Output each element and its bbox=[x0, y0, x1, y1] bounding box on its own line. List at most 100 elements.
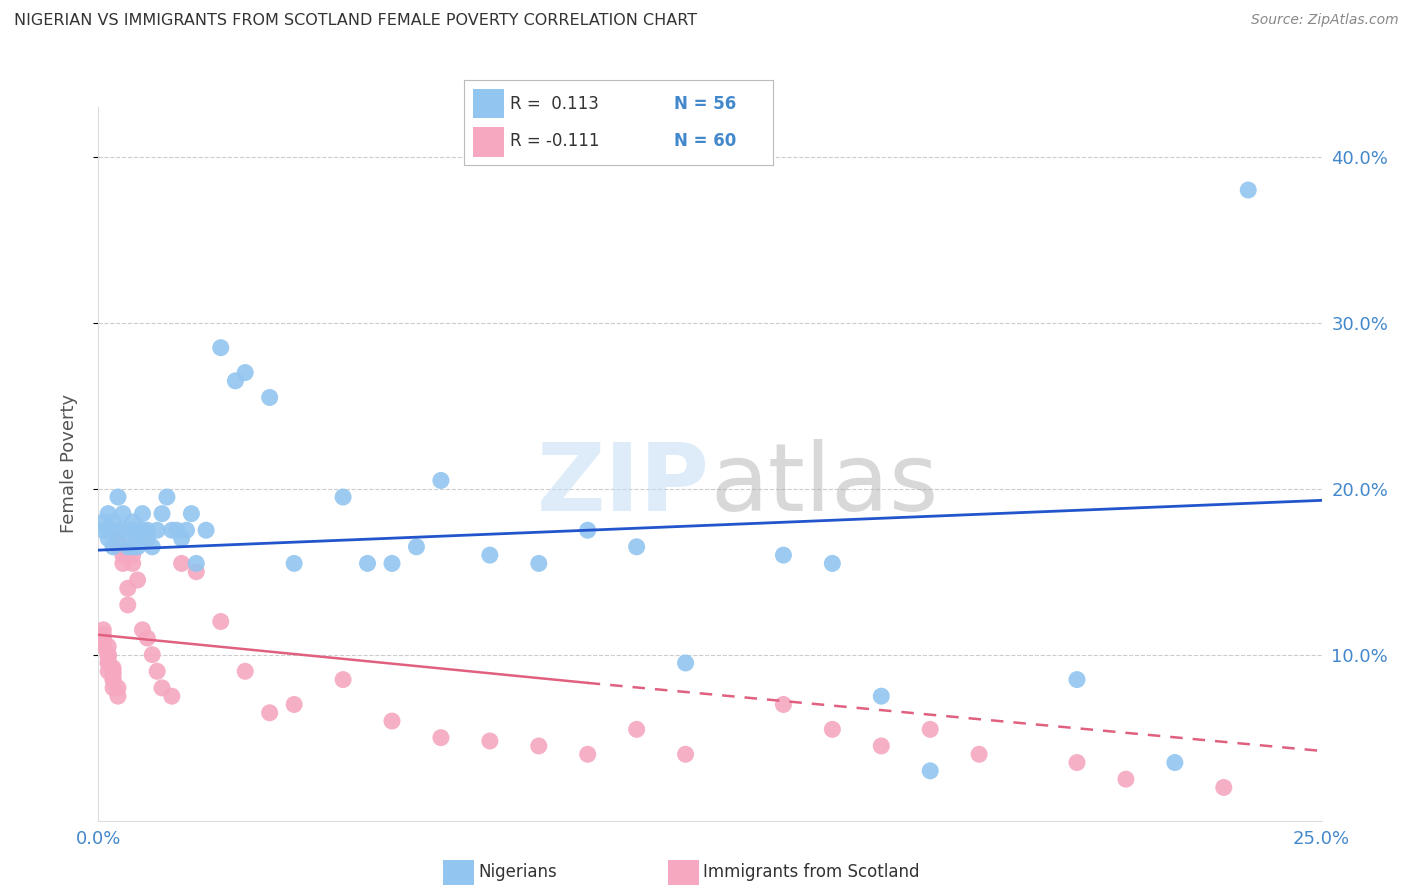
Point bbox=[97, 656, 120, 670]
Point bbox=[332, 673, 354, 687]
Point bbox=[405, 540, 427, 554]
Point bbox=[136, 631, 159, 645]
Point bbox=[97, 648, 120, 662]
Point bbox=[920, 764, 942, 778]
Point bbox=[150, 507, 173, 521]
Point bbox=[97, 507, 120, 521]
Point bbox=[101, 673, 124, 687]
Point bbox=[283, 557, 305, 571]
Point bbox=[146, 523, 169, 537]
Bar bbox=[474, 127, 505, 157]
Point bbox=[121, 515, 143, 529]
Point bbox=[156, 490, 179, 504]
Point bbox=[233, 366, 256, 380]
Point bbox=[381, 557, 404, 571]
Point bbox=[332, 490, 354, 504]
Point bbox=[91, 515, 114, 529]
Point bbox=[101, 661, 124, 675]
Point bbox=[117, 598, 139, 612]
Point bbox=[1237, 183, 1260, 197]
Point bbox=[97, 532, 120, 546]
Point bbox=[101, 540, 124, 554]
Point bbox=[91, 623, 114, 637]
Point bbox=[131, 507, 153, 521]
Point bbox=[283, 698, 305, 712]
Point bbox=[1164, 756, 1187, 770]
Point bbox=[101, 523, 124, 537]
Point bbox=[870, 739, 893, 753]
Point bbox=[675, 747, 697, 762]
Point bbox=[259, 706, 281, 720]
Point bbox=[117, 540, 139, 554]
Point bbox=[91, 631, 114, 645]
Point bbox=[121, 523, 143, 537]
Point bbox=[527, 557, 550, 571]
Point bbox=[209, 341, 232, 355]
Point bbox=[772, 698, 794, 712]
Point bbox=[195, 523, 218, 537]
Y-axis label: Female Poverty: Female Poverty bbox=[59, 394, 77, 533]
Point bbox=[1066, 673, 1088, 687]
Point bbox=[121, 540, 143, 554]
Text: ZIP: ZIP bbox=[537, 439, 710, 532]
Point bbox=[91, 523, 114, 537]
Point bbox=[233, 665, 256, 679]
Point bbox=[97, 523, 120, 537]
Point bbox=[186, 557, 208, 571]
Point bbox=[91, 636, 114, 650]
Point bbox=[111, 540, 134, 554]
Point bbox=[97, 651, 120, 665]
Point bbox=[527, 739, 550, 753]
Point bbox=[821, 723, 844, 737]
Point bbox=[170, 557, 193, 571]
Point bbox=[111, 523, 134, 537]
Point bbox=[967, 747, 990, 762]
Text: N = 60: N = 60 bbox=[675, 132, 737, 150]
Point bbox=[224, 374, 246, 388]
Point bbox=[97, 640, 120, 654]
Point bbox=[209, 615, 232, 629]
Text: Nigerians: Nigerians bbox=[478, 863, 557, 881]
Text: R = -0.111: R = -0.111 bbox=[510, 132, 600, 150]
Point bbox=[1115, 772, 1137, 786]
Point bbox=[101, 673, 124, 687]
Point bbox=[141, 648, 163, 662]
Text: NIGERIAN VS IMMIGRANTS FROM SCOTLAND FEMALE POVERTY CORRELATION CHART: NIGERIAN VS IMMIGRANTS FROM SCOTLAND FEM… bbox=[14, 13, 697, 29]
Point bbox=[127, 532, 149, 546]
Point bbox=[107, 532, 129, 546]
Point bbox=[626, 723, 648, 737]
Point bbox=[186, 565, 208, 579]
Point bbox=[117, 523, 139, 537]
Point bbox=[91, 634, 114, 648]
Point bbox=[107, 689, 129, 703]
Text: N = 56: N = 56 bbox=[675, 95, 737, 113]
Point bbox=[111, 557, 134, 571]
Point bbox=[1212, 780, 1234, 795]
Point bbox=[117, 582, 139, 596]
Point bbox=[91, 640, 114, 654]
Point bbox=[576, 747, 599, 762]
Point bbox=[91, 628, 114, 642]
Point bbox=[111, 507, 134, 521]
Point bbox=[131, 623, 153, 637]
Point bbox=[870, 689, 893, 703]
Text: atlas: atlas bbox=[710, 439, 938, 532]
Point bbox=[136, 532, 159, 546]
Point bbox=[259, 391, 281, 405]
Point bbox=[107, 532, 129, 546]
Point bbox=[430, 731, 453, 745]
Point bbox=[821, 557, 844, 571]
Text: R =  0.113: R = 0.113 bbox=[510, 95, 599, 113]
Point bbox=[101, 515, 124, 529]
Point bbox=[97, 665, 120, 679]
Point bbox=[1066, 756, 1088, 770]
Point bbox=[107, 540, 129, 554]
Point bbox=[111, 548, 134, 562]
Point bbox=[356, 557, 378, 571]
Point bbox=[127, 540, 149, 554]
Point bbox=[430, 474, 453, 488]
Point bbox=[141, 540, 163, 554]
Point bbox=[101, 665, 124, 679]
Point bbox=[97, 648, 120, 662]
Point bbox=[136, 523, 159, 537]
